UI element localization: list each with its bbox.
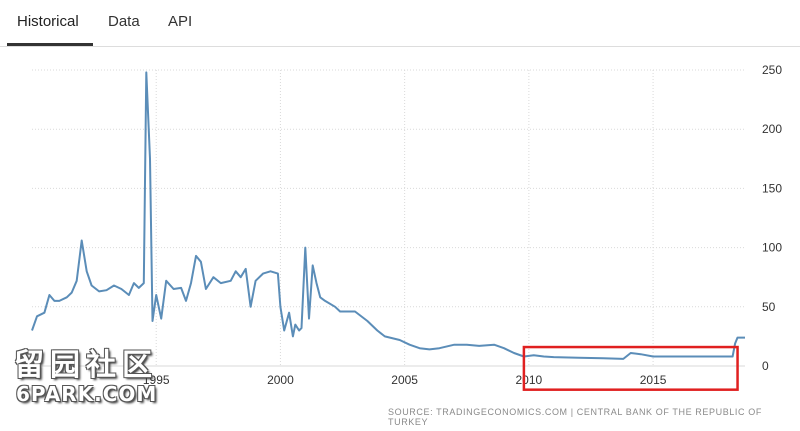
y-tick-label: 50 [762,300,776,314]
line-chart: 0 50 100 150 200 250 1995 2000 2005 2010 2015 [31,63,782,391]
source-text: SOURCE: TRADINGECONOMICS.COM | CENTRAL B… [388,407,762,427]
tab-bar: Historical Data API [0,0,800,47]
x-tick-label: 2005 [391,373,418,387]
x-tick-label: 2015 [640,373,667,387]
tab-api[interactable]: API [168,13,193,30]
highlight-box [522,345,739,391]
x-tick-label: 2010 [516,373,543,387]
y-tick-label: 150 [762,181,782,195]
y-tick-label: 200 [762,122,782,136]
active-tab-indicator [7,43,93,46]
series-line [31,71,745,360]
y-tick-label: 250 [762,63,782,77]
watermark-logo: 留园社区 [14,348,158,383]
y-tick-label: 0 [762,359,769,373]
watermark-text: 6PARK.COM [16,382,158,406]
tab-historical[interactable]: Historical [17,13,79,30]
tab-data[interactable]: Data [108,13,140,30]
y-tick-label: 100 [762,241,782,255]
x-tick-label: 1995 [143,373,170,387]
x-tick-label: 2000 [267,373,294,387]
